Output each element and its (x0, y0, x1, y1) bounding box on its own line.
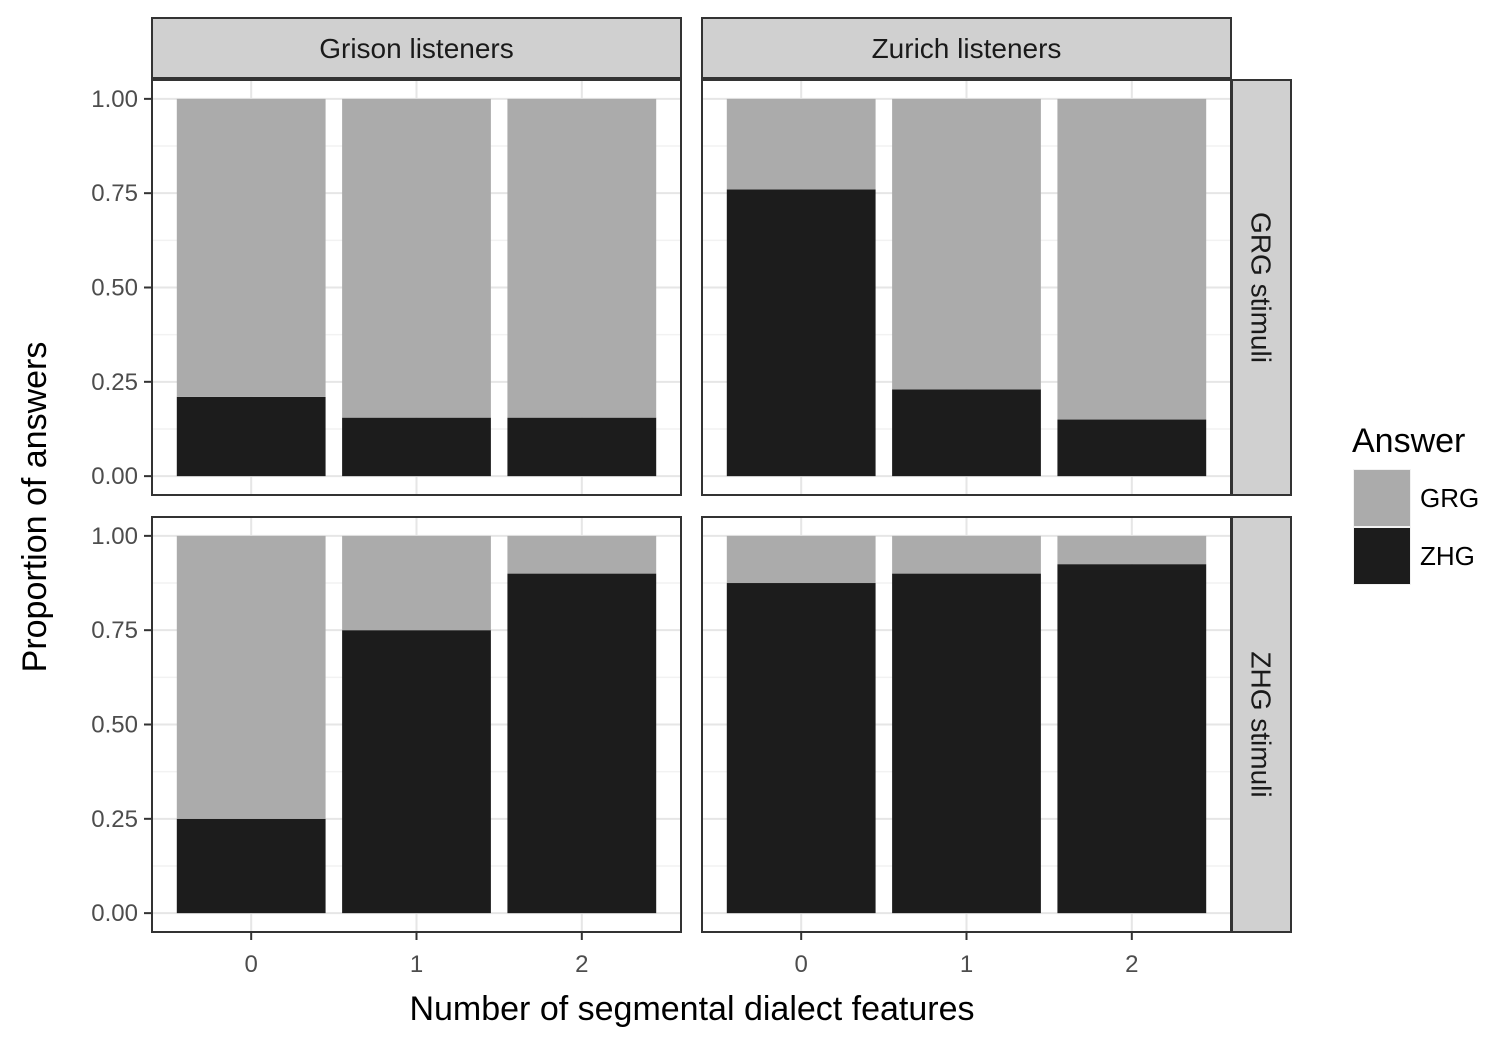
bar-grg-1 (892, 535, 1041, 574)
bar-zhg-1 (892, 573, 1041, 914)
y-axis-title: Proportion of answers (16, 342, 54, 673)
bar-zhg-2 (1057, 419, 1207, 477)
axes-layer: 0.00 0.25 0.50 0.75 1.00 0.00 0.25 0.50 0.75 1.00… (91, 86, 1138, 978)
bar-zhg-2 (507, 417, 657, 477)
bar-zhg-1 (892, 389, 1041, 477)
x-tick-label: 1 (960, 951, 973, 978)
bar-grg-1 (342, 535, 491, 631)
bar-zhg-0 (726, 583, 876, 914)
y-tick-label: 0.50 (91, 275, 138, 302)
bar-grg-0 (176, 535, 326, 819)
y-tick-label: 0.75 (91, 617, 138, 644)
column-strip-label: Zurich listeners (872, 33, 1062, 64)
bar-zhg-2 (507, 573, 657, 914)
panels-layer (151, 79, 1232, 933)
column-strip-label: Grison listeners (319, 33, 514, 64)
bar-zhg-0 (176, 396, 326, 477)
bar-grg-2 (507, 535, 657, 574)
bar-grg-0 (726, 98, 876, 190)
x-axis-title: Number of segmental dialect features (409, 990, 974, 1028)
legend-label-zhg: ZHG (1420, 541, 1475, 571)
bar-grg-1 (342, 98, 491, 418)
bar-zhg-2 (1057, 564, 1207, 914)
y-tick-label: 0.25 (91, 369, 138, 396)
panel-0-0 (151, 79, 682, 496)
row-strip (1231, 516, 1292, 933)
y-tick-label: 1.00 (91, 86, 138, 113)
panel-0-1 (151, 516, 682, 933)
y-tick-label: 0.75 (91, 180, 138, 207)
bar-grg-2 (507, 98, 657, 418)
legend: Answer GRG ZHG (1352, 422, 1479, 585)
legend-title: Answer (1352, 422, 1465, 460)
y-tick-label: 0.00 (91, 463, 138, 490)
row-strip-label: GRG stimuli (1246, 212, 1277, 363)
row-strip (1231, 79, 1292, 496)
y-tick-label: 0.25 (91, 806, 138, 833)
legend-swatch-grg (1354, 470, 1410, 526)
bar-zhg-1 (342, 630, 491, 914)
bar-zhg-1 (342, 417, 491, 477)
column-strip (151, 17, 682, 79)
y-tick-label: 0.00 (91, 900, 138, 927)
x-tick-label: 2 (575, 951, 588, 978)
panel-1-1 (701, 516, 1232, 933)
bar-zhg-0 (176, 818, 326, 914)
x-tick-label: 0 (245, 951, 258, 978)
bar-grg-0 (176, 98, 326, 397)
bar-grg-0 (726, 535, 876, 584)
strips-layer: Grison listeners Zurich listeners GRG stim… (151, 17, 1292, 933)
y-tick-label: 0.50 (91, 712, 138, 739)
bar-zhg-0 (726, 189, 876, 477)
x-tick-label: 1 (410, 951, 423, 978)
x-tick-label: 2 (1125, 951, 1138, 978)
panel-1-0 (701, 79, 1232, 496)
row-strip-label: ZHG stimuli (1246, 651, 1277, 797)
column-strip (701, 17, 1232, 79)
legend-label-grg: GRG (1420, 483, 1479, 513)
bar-grg-2 (1057, 535, 1207, 565)
bar-grg-2 (1057, 98, 1207, 420)
bar-grg-1 (892, 98, 1041, 390)
y-tick-label: 1.00 (91, 523, 138, 550)
x-tick-label: 0 (795, 951, 808, 978)
legend-swatch-zhg (1354, 528, 1410, 584)
